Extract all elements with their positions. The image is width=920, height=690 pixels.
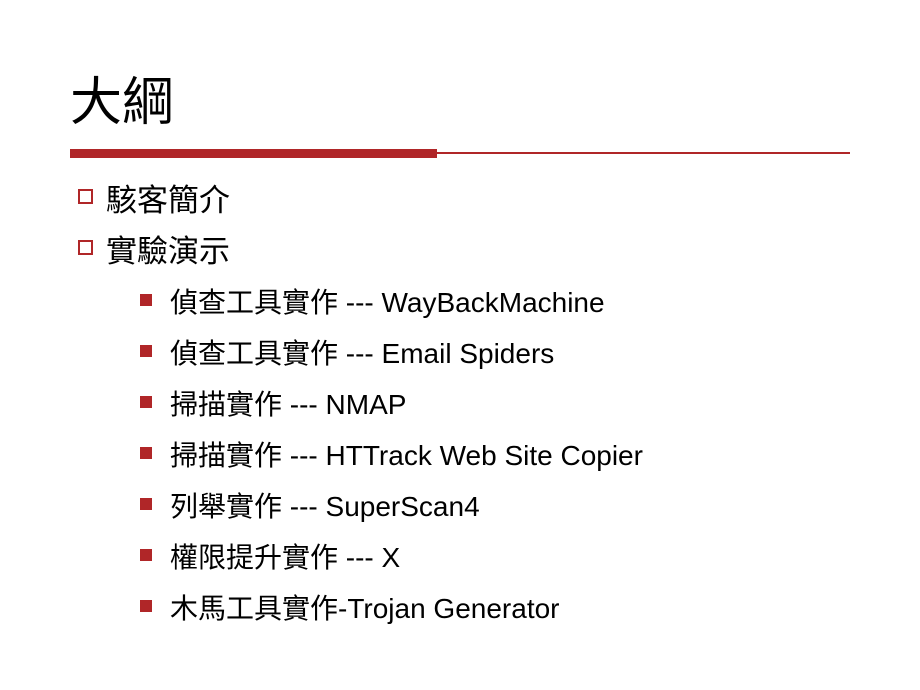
subitem-label: 權限提升實作 --- X: [170, 537, 400, 579]
solid-square-icon: [140, 537, 170, 561]
item-label: 實驗演示: [106, 230, 230, 273]
solid-square-icon: [140, 486, 170, 510]
subitem-label: 木馬工具實作-Trojan Generator: [170, 588, 560, 630]
hollow-square-icon: [78, 230, 106, 255]
subitem-label: 掃描實作 --- HTTrack Web Site Copier: [170, 435, 643, 477]
list-item: 偵查工具實作 --- Email Spiders: [140, 333, 850, 375]
slide-title: 大綱: [70, 60, 850, 135]
solid-square-icon: [140, 282, 170, 306]
subitem-label: 掃描實作 --- NMAP: [170, 384, 406, 426]
solid-square-icon: [140, 384, 170, 408]
list-item: 實驗演示: [78, 230, 850, 273]
solid-square-icon: [140, 588, 170, 612]
list-item: 列舉實作 --- SuperScan4: [140, 486, 850, 528]
subitem-label: 列舉實作 --- SuperScan4: [170, 486, 480, 528]
outline-list: 駭客簡介 實驗演示: [70, 179, 850, 274]
subitem-label: 偵查工具實作 --- Email Spiders: [170, 333, 554, 375]
list-item: 權限提升實作 --- X: [140, 537, 850, 579]
title-rule: [70, 147, 850, 159]
subitem-label: 偵查工具實作 --- WayBackMachine: [170, 282, 605, 324]
list-item: 偵查工具實作 --- WayBackMachine: [140, 282, 850, 324]
list-item: 木馬工具實作-Trojan Generator: [140, 588, 850, 630]
list-item: 駭客簡介: [78, 179, 850, 222]
list-item: 掃描實作 --- NMAP: [140, 384, 850, 426]
list-item: 掃描實作 --- HTTrack Web Site Copier: [140, 435, 850, 477]
outline-sublist: 偵查工具實作 --- WayBackMachine 偵查工具實作 --- Ema…: [70, 282, 850, 630]
hollow-square-icon: [78, 179, 106, 204]
solid-square-icon: [140, 435, 170, 459]
item-label: 駭客簡介: [106, 179, 230, 222]
solid-square-icon: [140, 333, 170, 357]
